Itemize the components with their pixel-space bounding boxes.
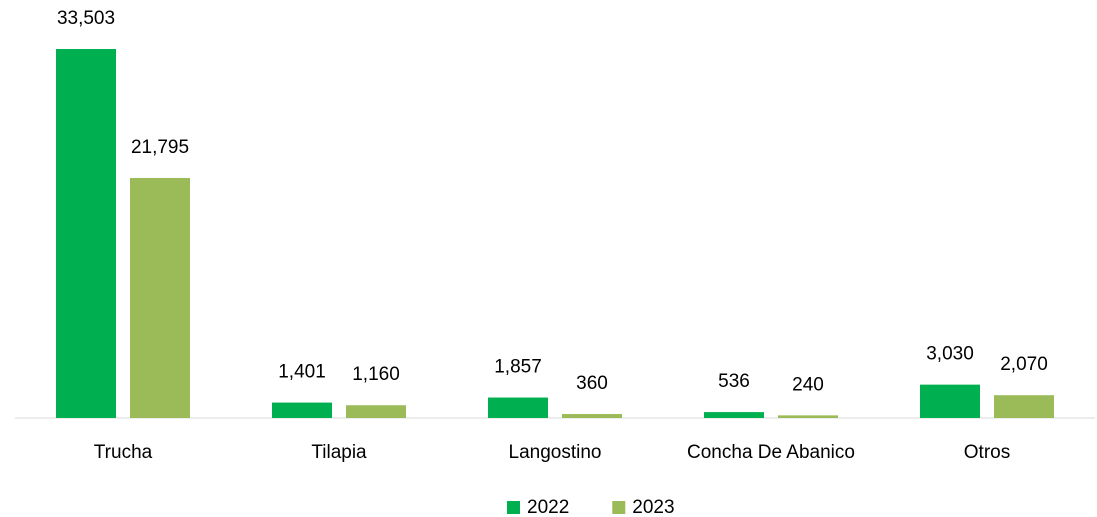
legend-swatch [612,501,626,514]
data-label: 240 [792,374,824,395]
bar [272,402,332,418]
legend-label: 2023 [632,497,674,517]
data-label: 360 [576,373,608,394]
data-label: 2,070 [1000,354,1048,375]
data-label: 1,160 [352,364,400,385]
bar [130,177,190,418]
legend-swatch [507,501,520,514]
data-label: 21,795 [131,137,189,158]
legend-label: 2022 [527,497,569,517]
x-tick-label: Tilapia [311,442,367,463]
bar [56,49,116,418]
data-label: 1,857 [494,357,542,378]
x-tick-label: Concha De Abanico [687,442,855,463]
data-label: 33,503 [57,8,115,29]
data-label: 1,401 [278,362,326,383]
x-tick-label: Otros [964,442,1010,463]
data-label: 536 [718,371,750,392]
x-tick-label: Trucha [94,442,153,463]
data-label: 3,030 [926,344,974,365]
bar [778,415,838,418]
bar [704,412,764,418]
bar [346,405,406,418]
x-tick-label: Langostino [509,442,602,463]
bar [994,395,1054,418]
bar [488,397,548,418]
bar [562,414,622,418]
bar [920,384,980,418]
